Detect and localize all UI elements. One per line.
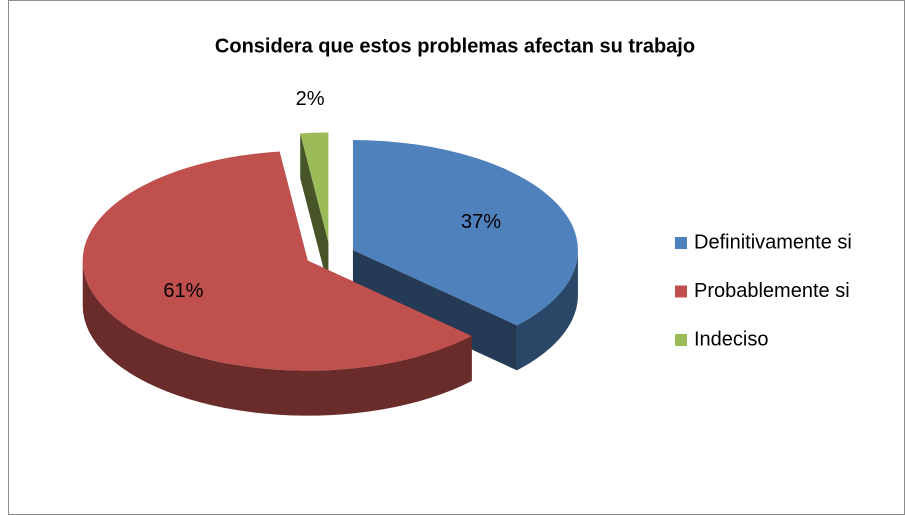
legend-label: Definitivamente si <box>694 231 852 253</box>
slice-face <box>352 250 517 371</box>
legend-label: Probablemente si <box>694 280 850 302</box>
data-label: 2% <box>296 88 325 110</box>
slice <box>352 140 578 326</box>
slice-wall <box>82 260 472 416</box>
slice <box>82 151 472 371</box>
slice-wall <box>516 250 578 371</box>
data-label: 61% <box>163 280 203 302</box>
legend-swatch <box>675 285 687 298</box>
legend-swatch <box>675 334 687 346</box>
legend-label: Indeciso <box>694 328 769 350</box>
legend-swatch <box>675 237 687 249</box>
chart-title: Considera que estos problemas afectan su… <box>215 35 695 57</box>
slice <box>300 132 329 243</box>
slice-face <box>300 133 329 288</box>
data-label: 37% <box>461 211 501 233</box>
